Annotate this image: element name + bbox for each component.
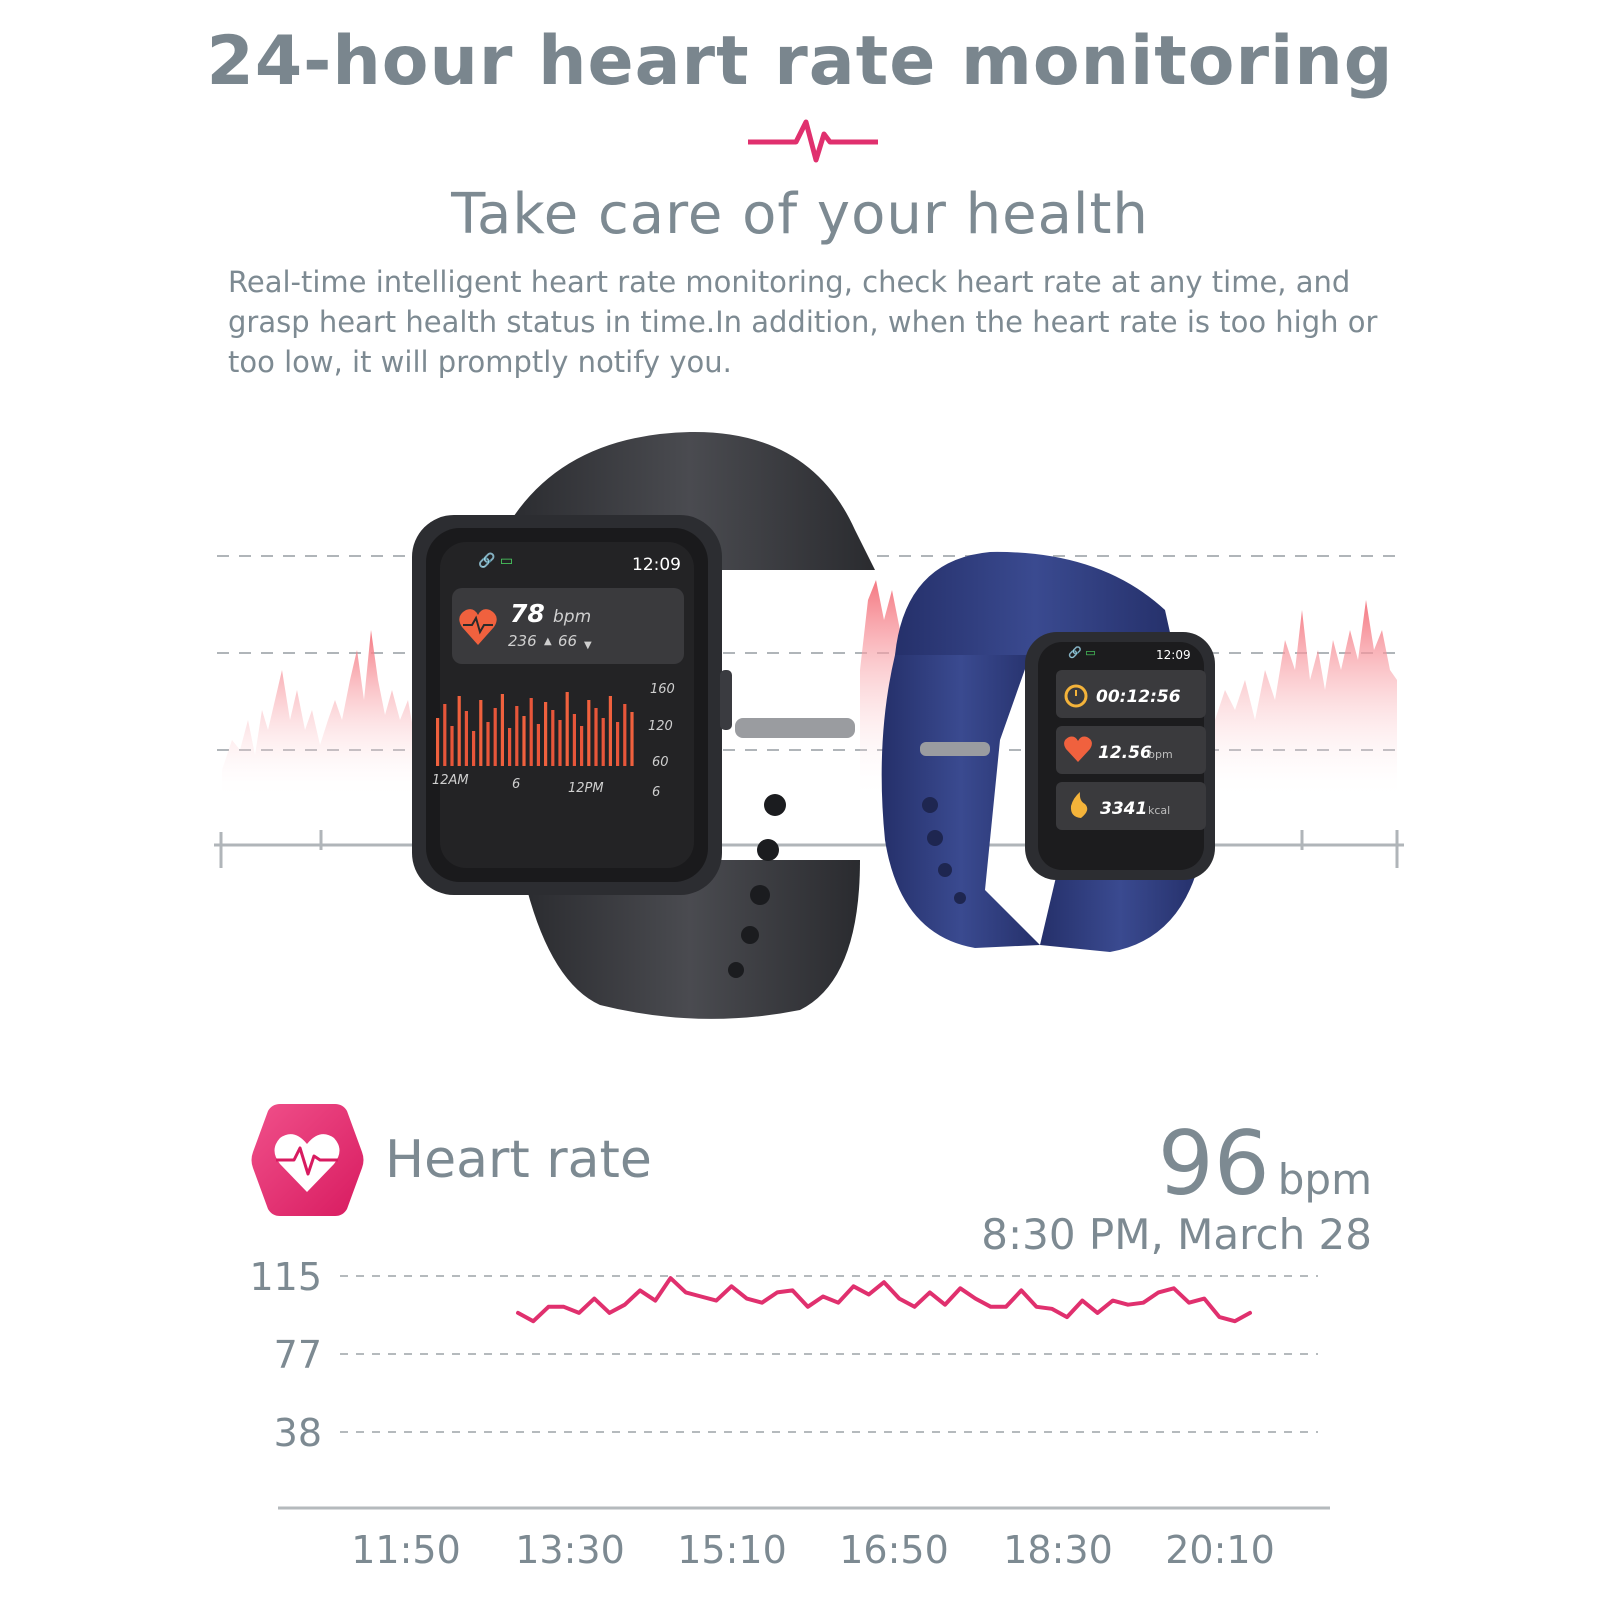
heart-rate-chart: 115 77 38 11:50 13:30 15:10 16:50 18:30 20:10 (249, 1260, 1330, 1572)
watch-bar (500, 694, 504, 766)
watch-bar (551, 710, 555, 766)
watch-bar (464, 711, 468, 766)
watch-small-distance: 12.56 (1098, 743, 1152, 763)
heart-rate-icon (251, 1104, 364, 1216)
chart-y-tick-2: 38 (274, 1411, 322, 1455)
chart-x-tick-2: 15:10 (677, 1528, 787, 1572)
watch-large-bpm: 78 (510, 599, 545, 628)
watch-bar (544, 702, 548, 766)
hero-illustration: 🔗 ▭ 12:09 78 bpm 236 ▲ 66 ▼ 160 120 60 1… (214, 431, 1404, 1019)
watch-small-screen: 🔗 ▭ 12:09 00:12:56 12.56 bpm 3341 kcal (1056, 645, 1206, 830)
watch-bar (608, 696, 612, 766)
watch-large-x-tick-3: 6 (652, 785, 660, 800)
watch-small-calories: 3341 (1100, 799, 1147, 819)
heartbeat-pulse-icon (748, 119, 878, 163)
watch-large-max-arrow-icon: ▲ (544, 636, 552, 647)
watch-large-bar-chart (436, 692, 634, 766)
watch-bar (522, 716, 526, 766)
watch-bar (572, 714, 576, 766)
watch-bar (493, 708, 497, 766)
watch-large-min: 66 (558, 632, 577, 650)
watch-bar (515, 706, 519, 766)
watch-small-distance-unit: bpm (1148, 748, 1173, 761)
watch-small-status-icons: 🔗 ▭ (1068, 645, 1096, 659)
watch-large-max: 236 (508, 632, 537, 650)
watch-bar (479, 700, 483, 766)
watch-large-status-icons: 🔗 ▭ (478, 551, 513, 569)
watch-bar (536, 724, 540, 766)
heart-rate-readout: 96 bpm (1158, 1112, 1372, 1215)
heart-rate-unit: bpm (1277, 1155, 1372, 1204)
heart-rate-label: Heart rate (385, 1130, 652, 1190)
watch-bar (594, 708, 598, 766)
chart-x-tick-1: 13:30 (515, 1528, 625, 1572)
watch-bar (450, 726, 454, 766)
watch-bar (472, 731, 476, 766)
chart-y-tick-0: 115 (249, 1260, 322, 1299)
watch-small-heart-icon (1064, 736, 1092, 762)
watch-bar (436, 718, 440, 766)
watch-bar (580, 726, 584, 766)
watch-large-x-tick-1: 6 (512, 777, 520, 792)
watch-bar (616, 722, 620, 766)
watch-large-min-arrow-icon: ▼ (584, 640, 592, 651)
watch-bar (623, 704, 627, 766)
watch-bar (457, 696, 461, 766)
watch-small-duration: 00:12:56 (1096, 687, 1181, 707)
waveform-left (222, 630, 425, 800)
chart-y-tick-1: 77 (274, 1333, 322, 1377)
watch-large-y-tick-1: 120 (648, 719, 673, 734)
watch-large-y-tick-2: 60 (652, 755, 669, 770)
watch-bar (601, 718, 605, 766)
watch-bar (529, 698, 533, 766)
chart-x-tick-3: 16:50 (839, 1528, 949, 1572)
feature-description: Real-time intelligent heart rate monitor… (228, 265, 1378, 379)
watch-large-x-tick-0: 12AM (432, 773, 469, 788)
watch-large-x-tick-2: 12PM (568, 781, 604, 796)
watch-bar (587, 700, 591, 766)
chart-x-tick-4: 18:30 (1003, 1528, 1113, 1572)
watch-bar (443, 704, 447, 766)
heart-rate-series-line (516, 1276, 1252, 1324)
watch-bar (508, 728, 512, 766)
chart-x-tick-5: 20:10 (1165, 1528, 1275, 1572)
watch-bar (558, 720, 562, 766)
watch-bar (565, 692, 569, 766)
page-headline: 24-hour heart rate monitoring (206, 22, 1394, 101)
waveform-right (1210, 600, 1397, 800)
watch-large-bpm-unit: bpm (553, 607, 591, 627)
page-subheadline: Take care of your health (451, 182, 1149, 247)
flame-icon (1070, 792, 1088, 818)
watch-bar (486, 722, 490, 766)
heart-rate-timestamp: 8:30 PM, March 28 (981, 1210, 1372, 1259)
stopwatch-icon (1064, 684, 1088, 708)
heart-rate-value: 96 (1157, 1112, 1270, 1215)
watch-large-y-tick-0: 160 (650, 682, 675, 697)
chart-x-tick-0: 11:50 (351, 1528, 461, 1572)
watch-small-calories-unit: kcal (1148, 804, 1170, 817)
watch-large-screen: 🔗 ▭ 12:09 78 bpm 236 ▲ 66 ▼ 160 120 60 1… (432, 551, 684, 800)
watch-bar (630, 712, 634, 766)
watch-large-time: 12:09 (632, 555, 681, 575)
watch-small-time: 12:09 (1156, 648, 1191, 662)
